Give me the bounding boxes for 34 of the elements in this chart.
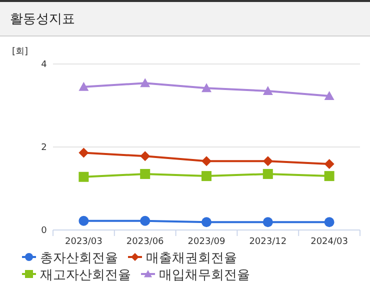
point	[78, 172, 89, 182]
y-axis-title: [회]	[12, 47, 28, 57]
y-tick-label: 0	[41, 226, 48, 236]
chart-title: 활동성지표	[10, 12, 75, 27]
legend-label: 총자산회전율	[40, 251, 118, 266]
point	[262, 86, 273, 95]
point	[78, 82, 89, 91]
point	[324, 159, 334, 170]
y-tick-label: 2	[41, 143, 47, 153]
x-tick-label: 2023/06	[126, 237, 164, 247]
point	[262, 168, 273, 179]
point	[78, 216, 89, 226]
point	[324, 217, 334, 228]
point	[324, 171, 334, 182]
legend-label: 매출채권회전율	[146, 251, 237, 266]
y-tick-label: 4	[41, 60, 48, 70]
point	[202, 217, 212, 228]
point	[140, 168, 150, 179]
point	[78, 148, 89, 158]
x-tick-label: 2023/09	[188, 237, 226, 247]
point	[202, 156, 212, 166]
x-tick-label: 2023/03	[65, 237, 102, 247]
point	[140, 216, 150, 226]
point	[140, 78, 150, 88]
point	[202, 83, 212, 92]
legend-label: 재고자산회전율	[40, 268, 131, 283]
point	[202, 171, 212, 182]
point	[324, 90, 334, 100]
point	[262, 156, 273, 166]
x-tick-label: 2023/12	[249, 237, 287, 247]
point	[140, 151, 150, 162]
point	[262, 217, 273, 228]
legend-label: 매입채무회전율	[159, 268, 250, 283]
x-tick-label: 2024/03	[310, 237, 348, 247]
